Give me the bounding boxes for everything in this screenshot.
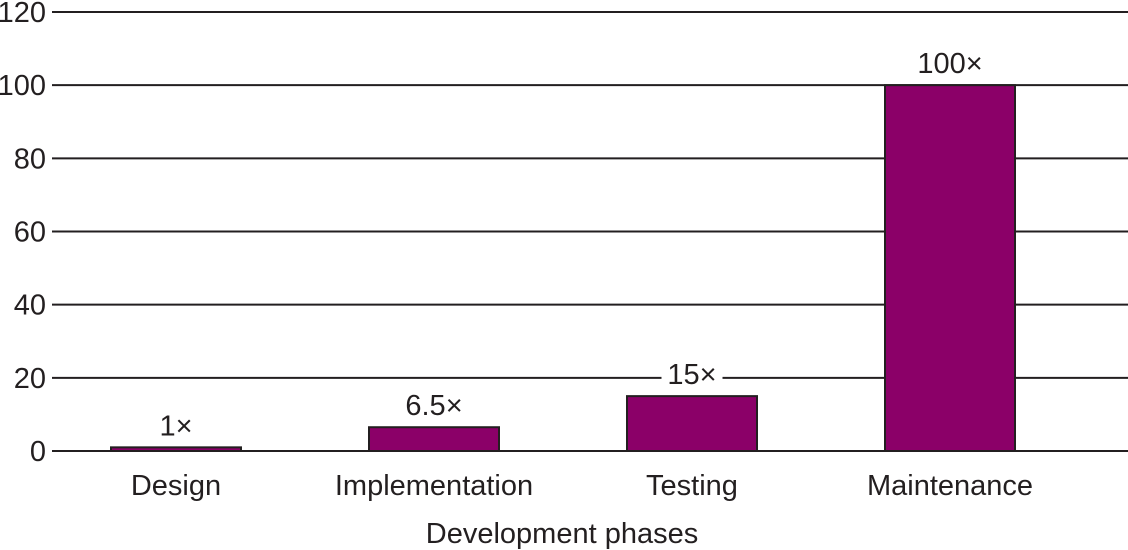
data-label-background <box>912 47 988 80</box>
y-tick-label: 40 <box>14 290 46 322</box>
bar-maintenance <box>884 84 1016 453</box>
data-label-maintenance: 100× <box>917 48 982 80</box>
y-tick-label: 100 <box>0 70 46 102</box>
data-label-background <box>153 409 199 442</box>
data-label-testing: 15× <box>667 359 716 391</box>
data-label-background <box>661 358 723 391</box>
y-axis-tick-labels: 0 20 40 60 80 100 120 <box>0 0 46 468</box>
y-tick-label: 60 <box>14 217 46 249</box>
bar-design <box>110 446 242 453</box>
category-label-design: Design <box>131 470 221 502</box>
gridlines <box>52 11 1128 452</box>
y-tick-label: 120 <box>0 0 46 29</box>
data-label-background <box>396 389 472 422</box>
bar-implementation <box>368 426 500 452</box>
category-label-implementation: Implementation <box>335 470 533 502</box>
bar-data-labels: 1× 6.5× 15× 100× <box>153 47 988 442</box>
data-label-implementation: 6.5× <box>405 390 462 422</box>
y-tick-label: 80 <box>14 143 46 175</box>
x-axis-category-labels: Design Implementation Testing Maintenance <box>131 470 1033 502</box>
bars <box>110 84 1016 453</box>
category-label-testing: Testing <box>646 470 738 502</box>
data-label-design: 1× <box>159 410 192 442</box>
x-axis-title: Development phases <box>426 518 698 550</box>
y-tick-label: 20 <box>14 363 46 395</box>
category-label-maintenance: Maintenance <box>867 470 1033 502</box>
y-tick-label: 0 <box>30 436 46 468</box>
bar-testing <box>626 395 758 452</box>
